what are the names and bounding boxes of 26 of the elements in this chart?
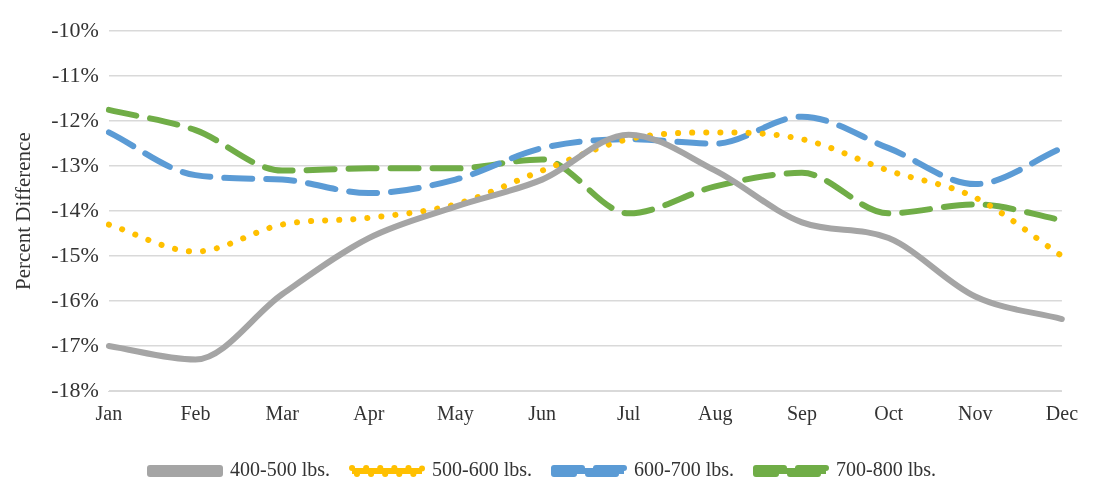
y-tick-label: -10% xyxy=(51,16,99,42)
x-tick-label: May xyxy=(437,402,474,426)
y-tick-label: -16% xyxy=(51,286,99,312)
x-tick-label: Sep xyxy=(786,402,817,426)
y-tick-label: -15% xyxy=(51,241,99,267)
y-tick-label: -11% xyxy=(52,61,99,87)
x-tick-label: Feb xyxy=(180,402,211,425)
y-tick-label: -12% xyxy=(51,106,99,132)
x-tick-label: Jan xyxy=(95,402,123,425)
y-tick-label: -18% xyxy=(51,376,99,402)
y-tick-label: -13% xyxy=(51,151,99,177)
x-tick-label: Jun xyxy=(528,402,556,425)
legend-label: 400-500 lbs. xyxy=(230,458,330,481)
x-tick-label: Jul xyxy=(617,402,641,425)
y-axis-title: Percent Difference xyxy=(11,132,36,290)
legend-label: 500-600 lbs. xyxy=(432,458,532,481)
x-tick-label: Apr xyxy=(353,402,385,426)
x-tick-label: Nov xyxy=(958,402,993,425)
y-tick-label: -14% xyxy=(51,196,99,222)
legend-label: 700-800 lbs. xyxy=(836,458,936,481)
x-tick-label: Dec xyxy=(1045,402,1079,425)
x-tick-label: Oct xyxy=(874,402,904,425)
legend-label: 600-700 lbs. xyxy=(634,458,734,481)
x-tick-label: Aug xyxy=(698,402,733,426)
x-tick-label: Mar xyxy=(265,402,300,425)
y-tick-label: -17% xyxy=(51,331,99,357)
